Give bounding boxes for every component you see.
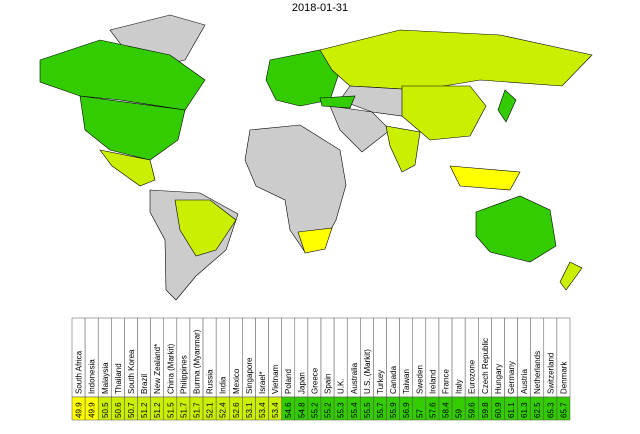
value-cell xyxy=(556,396,571,421)
country-name: Indonesia xyxy=(88,359,97,394)
country-name: Czech Republic xyxy=(481,338,490,394)
country-name: Hungary xyxy=(494,364,503,394)
value-label: 50.7 xyxy=(127,402,136,418)
country-name: Japan xyxy=(297,372,306,394)
country-name: Italy xyxy=(455,379,464,394)
value-label: 52.6 xyxy=(232,402,241,418)
brazil xyxy=(174,199,237,257)
country-name: Greece xyxy=(310,367,319,394)
value-label: 55.7 xyxy=(376,402,385,418)
value-label: 51.7 xyxy=(193,402,202,418)
country-name: Netherlands xyxy=(533,351,542,394)
south-africa xyxy=(297,227,333,254)
country-name: Thailand xyxy=(114,363,123,394)
value-label: 52.4 xyxy=(219,402,228,418)
indonesia xyxy=(449,165,521,191)
japan xyxy=(497,89,517,123)
legend-table: South Africa 49.9 Indonesia 49.9 Malaysia 50.… xyxy=(71,317,571,421)
value-label: 57.6 xyxy=(428,402,437,418)
value-label: 52.1 xyxy=(206,402,215,418)
country-name: Malaysia xyxy=(101,362,110,394)
value-label: 54.8 xyxy=(297,402,306,418)
country-name: Germany xyxy=(507,361,516,394)
country-name: South Africa xyxy=(75,350,84,394)
value-label: 59.6 xyxy=(468,402,477,418)
value-label: 61.1 xyxy=(507,402,516,418)
country-name: Ireland xyxy=(428,370,437,394)
country-name: Turkey xyxy=(376,370,385,394)
country-name: Canada xyxy=(389,365,398,394)
value-label: 49.9 xyxy=(88,402,97,418)
country-name: Brazil xyxy=(140,374,149,394)
value-label: 55.9 xyxy=(389,402,398,418)
value-label: 51.2 xyxy=(140,402,149,418)
country-name: Austria xyxy=(520,369,529,394)
value-label: 50.5 xyxy=(101,402,110,418)
country-name: Philippines xyxy=(179,355,188,394)
value-label: 51.7 xyxy=(179,402,188,418)
value-label: 53.4 xyxy=(258,402,267,418)
map-title: 2018-01-31 xyxy=(292,2,348,14)
world-map xyxy=(39,14,593,301)
value-label: 55.4 xyxy=(350,402,359,418)
value-label: 56.9 xyxy=(402,402,411,418)
value-label: 53.1 xyxy=(245,402,254,418)
value-label: 53.4 xyxy=(271,402,280,418)
value-label: 54.6 xyxy=(284,402,293,418)
value-label: 62.5 xyxy=(533,402,542,418)
country-name: Taiwan xyxy=(402,369,411,394)
value-label: 55.3 xyxy=(337,402,346,418)
middle-east xyxy=(329,105,391,153)
value-label: 59.8 xyxy=(481,402,490,418)
turkey xyxy=(319,95,356,109)
country-name: Israel* xyxy=(258,371,267,394)
country-name: South Korea xyxy=(127,349,136,394)
value-label: 55.2 xyxy=(310,402,319,418)
value-label: 58.4 xyxy=(442,402,451,418)
value-label: 50.6 xyxy=(114,402,123,418)
country-name: Burma (Myanmar) xyxy=(193,329,202,394)
value-label: 55.5 xyxy=(363,402,372,418)
india xyxy=(385,125,421,173)
value-label: 65.7 xyxy=(559,402,568,418)
country-name: Switzerland xyxy=(546,353,555,394)
value-label: 51.2 xyxy=(153,402,162,418)
value-label: 51.5 xyxy=(166,402,175,418)
australia xyxy=(475,195,557,263)
country-name: Russia xyxy=(206,369,215,394)
mexico xyxy=(99,149,156,187)
country-name: Denmark xyxy=(559,361,568,394)
country-name: Spain xyxy=(324,374,333,394)
value-label: 55.2 xyxy=(324,402,333,418)
country-name: India xyxy=(219,376,228,394)
country-name: U.K. xyxy=(337,378,346,394)
country-name: Sweden xyxy=(415,365,424,394)
russia xyxy=(319,29,593,91)
country-name: Mexico xyxy=(232,368,241,394)
value-label: 61.3 xyxy=(520,402,529,418)
country-name: France xyxy=(442,369,451,394)
value-label: 59 xyxy=(455,409,464,418)
country-name: China (Markit) xyxy=(166,343,175,394)
country-name: U.S. (Markit) xyxy=(363,349,372,394)
value-label: 49.9 xyxy=(75,402,84,418)
china xyxy=(401,85,487,141)
country-name: Poland xyxy=(284,369,293,394)
new-zealand xyxy=(559,261,583,291)
value-label: 65.3 xyxy=(546,402,555,418)
country-name: Australia xyxy=(350,362,359,394)
value-label: 60.9 xyxy=(494,402,503,418)
country-name: New Zealand* xyxy=(153,344,162,394)
africa xyxy=(244,124,347,253)
country-name: Eurozone xyxy=(468,359,477,394)
country-name: Vietnam xyxy=(271,364,280,394)
value-label: 57 xyxy=(415,409,424,418)
country-name: Singapore xyxy=(245,357,254,394)
